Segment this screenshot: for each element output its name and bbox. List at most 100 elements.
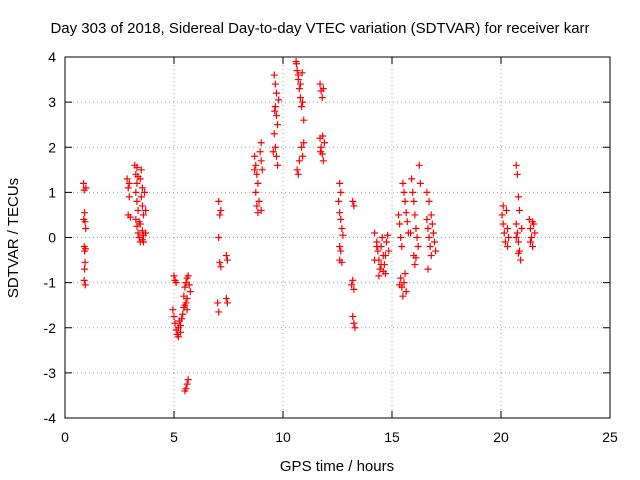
data-point xyxy=(396,281,404,289)
data-point xyxy=(142,229,150,237)
chart-title: Day 303 of 2018, Sidereal Day-to-day VTE… xyxy=(50,20,589,37)
x-tick-label: 15 xyxy=(384,429,400,445)
data-point xyxy=(514,249,522,257)
data-point xyxy=(80,179,88,187)
data-point xyxy=(319,85,327,93)
data-point xyxy=(300,139,308,147)
data-point xyxy=(271,80,279,88)
plot-frame xyxy=(64,56,611,419)
data-point xyxy=(223,299,231,307)
data-point xyxy=(294,71,302,79)
data-point xyxy=(133,179,141,187)
data-point xyxy=(399,179,407,187)
data-point xyxy=(514,238,522,246)
data-point xyxy=(423,215,431,223)
data-point xyxy=(350,202,358,210)
data-point xyxy=(316,148,324,156)
data-point xyxy=(183,306,191,314)
data-point xyxy=(272,112,280,120)
data-point xyxy=(272,89,280,97)
data-point xyxy=(253,170,261,178)
data-point xyxy=(512,161,520,169)
data-point xyxy=(379,267,387,275)
data-point xyxy=(251,152,259,160)
data-point xyxy=(80,276,88,284)
data-point xyxy=(258,166,266,174)
data-point xyxy=(299,98,307,106)
data-point xyxy=(298,143,306,151)
data-point xyxy=(426,243,434,251)
data-point xyxy=(517,256,525,264)
data-point xyxy=(518,224,526,232)
data-point xyxy=(351,324,359,332)
data-point xyxy=(300,116,308,124)
data-point xyxy=(514,193,522,201)
data-point xyxy=(381,252,389,260)
data-point xyxy=(411,261,419,269)
data-point xyxy=(349,276,357,284)
data-point xyxy=(371,229,379,237)
data-point xyxy=(408,175,416,183)
y-tick-label: -2 xyxy=(44,320,57,336)
data-point xyxy=(132,188,140,196)
data-point xyxy=(257,139,265,147)
data-point xyxy=(513,170,521,178)
data-point xyxy=(272,152,280,160)
y-axis-label: SDTVAR / TECUs xyxy=(5,178,22,298)
data-point xyxy=(172,279,180,287)
data-point xyxy=(171,319,179,327)
data-point xyxy=(528,234,536,241)
data-point xyxy=(139,238,147,246)
data-point xyxy=(398,243,406,251)
data-point xyxy=(82,184,90,192)
data-point xyxy=(271,143,279,151)
data-point xyxy=(142,206,150,214)
data-points xyxy=(80,58,539,395)
data-point xyxy=(139,211,147,219)
data-point xyxy=(513,229,521,237)
data-point xyxy=(339,231,347,239)
data-point xyxy=(215,197,223,205)
data-point xyxy=(337,215,345,223)
data-point xyxy=(217,263,225,271)
data-point xyxy=(185,281,193,289)
data-point xyxy=(385,247,393,255)
data-point xyxy=(378,234,386,241)
data-point xyxy=(529,243,537,251)
data-point xyxy=(80,215,88,223)
data-point xyxy=(336,209,344,217)
data-point xyxy=(174,333,182,341)
data-point xyxy=(177,328,185,336)
data-point xyxy=(429,229,437,237)
data-point xyxy=(397,234,405,241)
data-point xyxy=(396,220,404,228)
data-point xyxy=(349,197,357,205)
data-point xyxy=(319,132,327,140)
data-point xyxy=(81,258,89,266)
data-point xyxy=(141,188,149,196)
data-point xyxy=(338,224,346,232)
data-point xyxy=(270,71,278,79)
data-point xyxy=(395,211,403,219)
data-point xyxy=(432,247,440,255)
data-point xyxy=(318,94,326,102)
data-point xyxy=(403,218,411,226)
x-tick-label: 20 xyxy=(493,429,509,445)
data-point xyxy=(253,202,261,210)
y-tick-label: 1 xyxy=(48,184,56,200)
data-point xyxy=(138,202,146,210)
data-point xyxy=(138,184,146,192)
data-point xyxy=(319,157,327,165)
data-point xyxy=(428,220,436,228)
x-tick-label: 5 xyxy=(170,429,178,445)
data-point xyxy=(274,161,282,169)
grid-lines xyxy=(65,57,610,418)
data-point xyxy=(252,161,260,169)
data-point xyxy=(500,229,508,237)
data-point xyxy=(350,285,358,293)
data-point xyxy=(337,247,345,255)
data-point xyxy=(125,193,133,201)
data-point xyxy=(124,184,132,192)
data-point xyxy=(529,218,537,226)
